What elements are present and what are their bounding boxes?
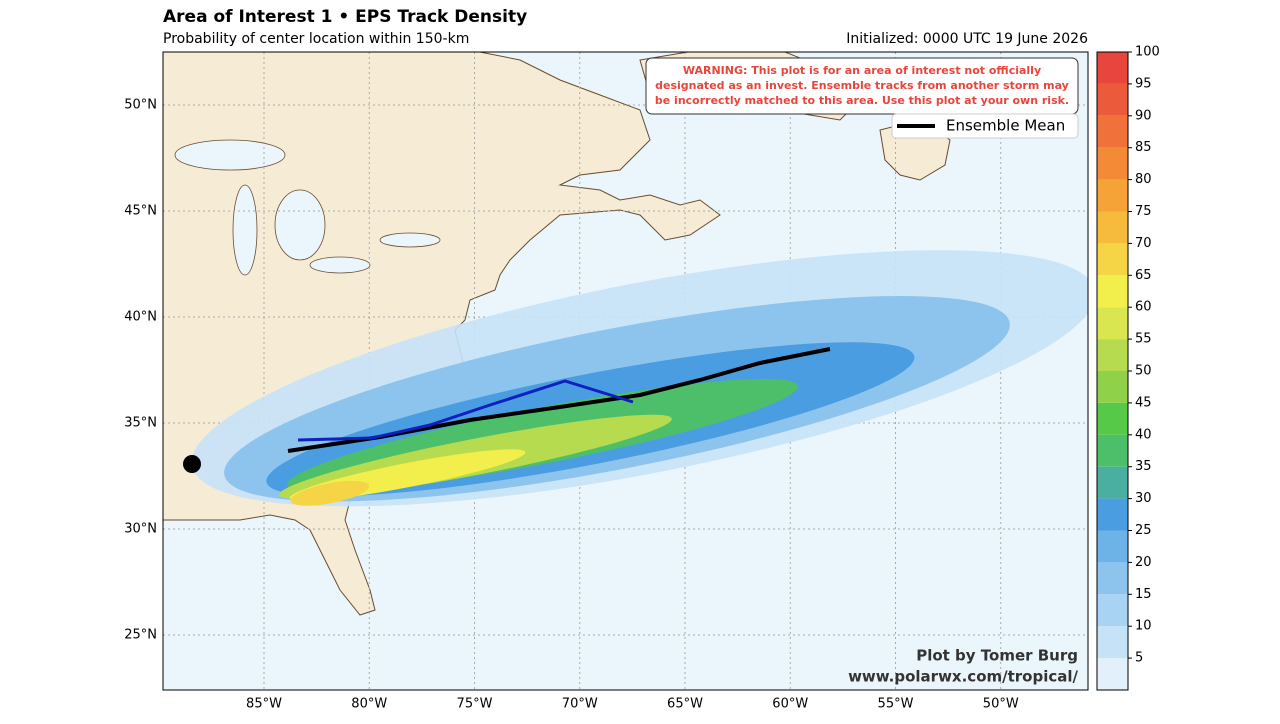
- credit: Plot by Tomer Burg: [916, 647, 1078, 665]
- lon-tick-label: 55°W: [878, 697, 914, 712]
- warning-text: be incorrectly matched to this area. Use…: [655, 94, 1069, 107]
- lat-tick-label: 40°N: [124, 310, 157, 325]
- colorbar-tick-label: 25: [1135, 523, 1152, 538]
- lon-tick-label: 70°W: [562, 697, 598, 712]
- colorbar-segment: [1097, 594, 1128, 627]
- colorbar-segment: [1097, 275, 1128, 308]
- colorbar-segment: [1097, 179, 1128, 212]
- colorbar-segment: [1097, 243, 1128, 276]
- colorbar-tick-label: 40: [1135, 427, 1152, 442]
- colorbar-frame: [1096, 51, 1129, 691]
- credit: www.polarwx.com/tropical/: [848, 668, 1078, 686]
- lat-tick-label: 30°N: [124, 522, 157, 537]
- init-time: Initialized: 0000 UTC 19 June 2026: [846, 31, 1088, 47]
- colorbar-segment: [1097, 83, 1128, 116]
- colorbar-segment: [1097, 339, 1128, 371]
- colorbar-segment: [1097, 498, 1128, 531]
- colorbar-segment: [1097, 402, 1128, 435]
- lat-tick-label: 50°N: [124, 98, 157, 113]
- lon-tick-label: 80°W: [351, 697, 387, 712]
- lon-tick-label: 65°W: [667, 697, 703, 712]
- colorbar-tick-label: 75: [1135, 204, 1152, 219]
- colorbar-tick-label: 55: [1135, 332, 1152, 347]
- lat-tick-label: 45°N: [124, 204, 157, 219]
- legend: [891, 113, 1079, 139]
- axes: 85°W 80°W 75°W 70°W 65°W 60°W 55°W 50°W 50°N 45°N…: [124, 98, 1019, 712]
- colorbar-segment: [1097, 211, 1128, 244]
- colorbar-segment: [1097, 307, 1128, 340]
- colorbar-tick-label: 10: [1135, 619, 1152, 634]
- colorbar-tick-label: 15: [1135, 587, 1152, 602]
- deterministic-track: [297, 379, 634, 442]
- map-layer: [163, 52, 1088, 690]
- lon-tick-label: 60°W: [772, 697, 808, 712]
- colorbar-segment: [1097, 115, 1128, 148]
- warning-text: designated as an invest. Ensemble tracks…: [655, 79, 1069, 92]
- colorbar-segment: [1097, 626, 1128, 659]
- map-frame: [162, 51, 1089, 691]
- subtitle: Probability of center location within 15…: [163, 31, 469, 47]
- colorbar-segment: [1097, 147, 1128, 180]
- colorbar-segment: [1097, 371, 1128, 403]
- lat-tick-label: 25°N: [124, 628, 157, 643]
- colorbar-tick-label: 70: [1135, 236, 1152, 251]
- colorbar-tick-label: 5: [1135, 651, 1143, 666]
- colorbar-segment: [1097, 466, 1128, 499]
- warning-box: [645, 57, 1079, 115]
- lakes: [174, 139, 441, 276]
- colorbar-tick-label: 35: [1135, 459, 1152, 474]
- legend-label: Ensemble Mean: [946, 117, 1065, 135]
- storm-position: [183, 455, 201, 473]
- colorbar-tick-label: 95: [1135, 76, 1152, 91]
- lon-tick-label: 50°W: [983, 697, 1019, 712]
- colorbar-tick-label: 50: [1135, 364, 1152, 379]
- colorbar-tick-label: 20: [1135, 555, 1152, 570]
- colorbar-segment: [1097, 562, 1128, 595]
- colorbar-tick-label: 45: [1135, 395, 1152, 410]
- colorbar-segment: [1097, 530, 1128, 563]
- colorbar-segment: [1097, 434, 1128, 467]
- lon-tick-label: 85°W: [246, 697, 282, 712]
- colorbar-tick-label: 60: [1135, 300, 1152, 315]
- lon-tick-label: 75°W: [457, 697, 493, 712]
- colorbar-tick-label: 30: [1135, 491, 1152, 506]
- colorbar-tick-label: 85: [1135, 140, 1152, 155]
- colorbar-segment: [1097, 52, 1128, 84]
- colorbar-tick-label: 90: [1135, 108, 1152, 123]
- title: Area of Interest 1 • EPS Track Density: [163, 7, 527, 27]
- warning-text: WARNING: This plot is for an area of int…: [683, 64, 1041, 77]
- colorbar: 5 10 15 20 25 30 35 40 45 50 55 60 65 70 75 80 85 90 95 100: [1096, 45, 1160, 691]
- lat-tick-label: 35°N: [124, 416, 157, 431]
- colorbar-segment: [1097, 658, 1128, 690]
- colorbar-tick-label: 80: [1135, 172, 1152, 187]
- colorbar-tick-label: 100: [1135, 45, 1160, 60]
- colorbar-tick-label: 65: [1135, 268, 1152, 283]
